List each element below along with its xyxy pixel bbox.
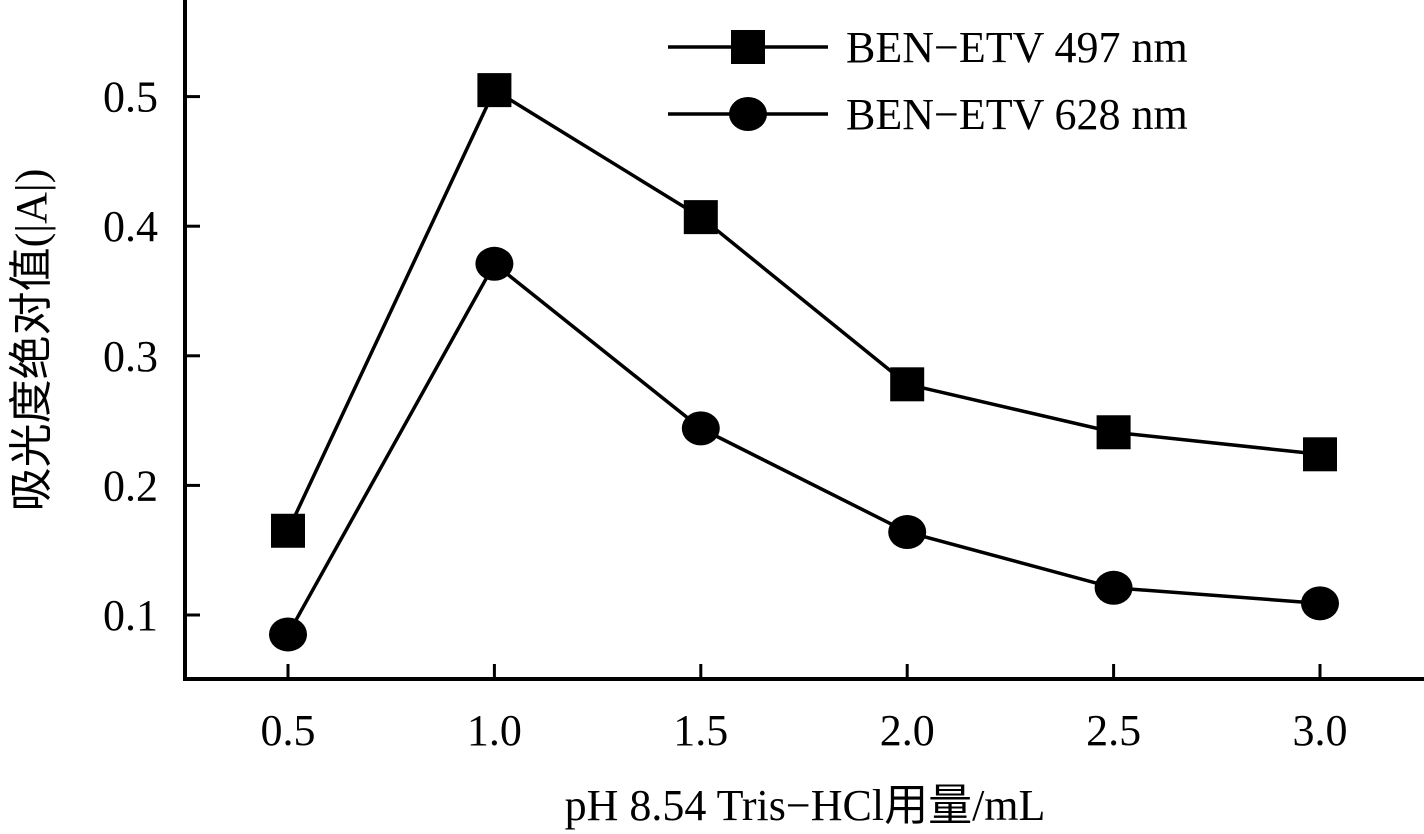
series-circle [269, 246, 1339, 652]
x-tick-label: 1.5 [673, 706, 728, 755]
data-point-square [1096, 415, 1131, 450]
data-point-square [683, 200, 718, 235]
data-point-circle [888, 515, 927, 550]
x-ticks: 0.5 1.0 1.5 2.0 2.5 3.0 [261, 664, 1348, 755]
data-point-circle [681, 411, 720, 446]
x-tick-label: 2.5 [1086, 706, 1141, 755]
data-point-square [890, 367, 925, 402]
y-ticks: 0.1 0.2 0.3 0.4 0.5 [103, 73, 200, 640]
data-point-circle [475, 246, 514, 281]
x-tick-label: 3.0 [1293, 706, 1348, 755]
data-point-square [1303, 437, 1337, 472]
y-axis-title: 吸光度绝对值(|A|) [7, 169, 56, 512]
data-point-circle [1094, 570, 1133, 605]
data-point-square [477, 73, 512, 108]
data-point-square [271, 513, 305, 548]
x-tick-label: 1.0 [467, 706, 522, 755]
series-line [286, 261, 1321, 636]
series-layer [269, 73, 1339, 652]
data-point-circle [1301, 586, 1339, 621]
data-point-circle [269, 617, 307, 652]
y-tick-label: 0.4 [103, 202, 158, 251]
x-tick-label: 0.5 [261, 706, 316, 755]
y-tick-label: 0.3 [103, 332, 158, 381]
series-line [286, 87, 1321, 532]
legend-item: BEN−ETV 497 nm [668, 23, 1188, 72]
x-tick-label: 2.0 [880, 706, 935, 755]
legend-label: BEN−ETV 497 nm [846, 23, 1188, 72]
series-square [271, 73, 1337, 548]
y-tick-label: 0.5 [103, 73, 158, 122]
legend-marker-circle [729, 97, 767, 131]
x-axis-title: pH 8.54 Tris−HCl用量/mL [565, 781, 1046, 830]
legend-item: BEN−ETV 628 nm [668, 90, 1188, 139]
legend-label: BEN−ETV 628 nm [846, 90, 1188, 139]
legend-marker-square [731, 30, 765, 64]
legend: BEN−ETV 497 nm BEN−ETV 628 nm [668, 23, 1188, 139]
axes [183, 0, 1424, 681]
y-tick-label: 0.2 [103, 461, 158, 510]
y-tick-label: 0.1 [103, 591, 158, 640]
